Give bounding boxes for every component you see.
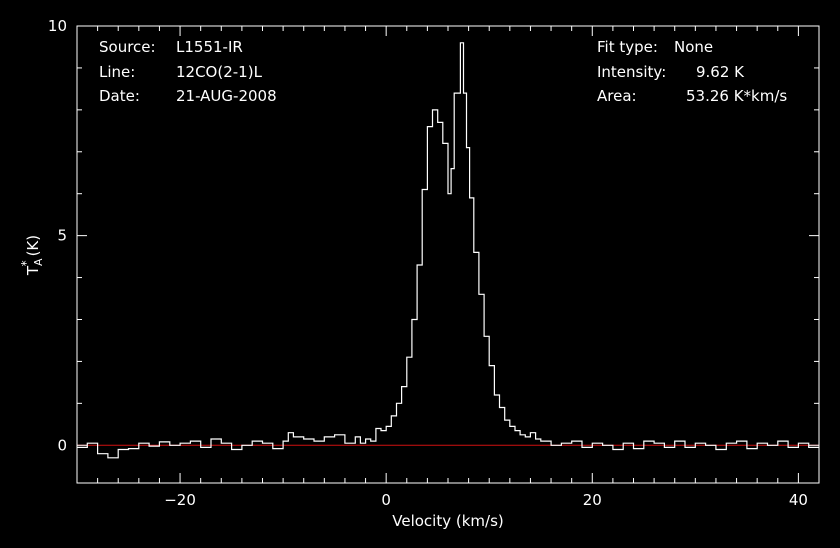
y-axis-label-symbol: T	[24, 265, 42, 276]
y-tick-label: 5	[57, 227, 67, 245]
y-axis-label-sup: *	[19, 260, 33, 266]
y-axis-label-unit: (K)	[24, 235, 42, 257]
area-key: Area:	[597, 87, 637, 105]
spectrum-series-0	[77, 42, 819, 459]
intensity-key: Intensity:	[597, 63, 666, 81]
x-tick-label: 40	[789, 491, 808, 509]
date-key: Date:	[99, 87, 140, 105]
y-axis-label-group: TA* (K)	[19, 235, 45, 276]
intensity-value: 9.62 K	[696, 63, 745, 81]
y-axis-label-sub: A	[32, 258, 45, 266]
fit-type-value: None	[674, 38, 713, 56]
x-tick-label: 20	[583, 491, 602, 509]
y-tick-label: 0	[57, 436, 67, 454]
x-tick-label: −20	[164, 491, 196, 509]
tick-label-layer: −20 0 20 40 0 5 10	[48, 17, 808, 509]
date-value: 21-AUG-2008	[176, 87, 277, 105]
y-axis-label: TA* (K)	[19, 235, 45, 276]
fit-type-key: Fit type:	[597, 38, 658, 56]
series-layer	[77, 42, 819, 459]
x-axis-label: Velocity (km/s)	[392, 512, 503, 530]
x-tick-label: 0	[381, 491, 391, 509]
line-value: 12CO(2-1)L	[176, 63, 263, 81]
tick-layer	[76, 25, 820, 483]
line-key: Line:	[99, 63, 135, 81]
source-value: L1551-IR	[176, 38, 243, 56]
area-value: 53.26 K*km/s	[686, 87, 787, 105]
source-key: Source:	[99, 38, 156, 56]
y-tick-label: 10	[48, 17, 67, 35]
